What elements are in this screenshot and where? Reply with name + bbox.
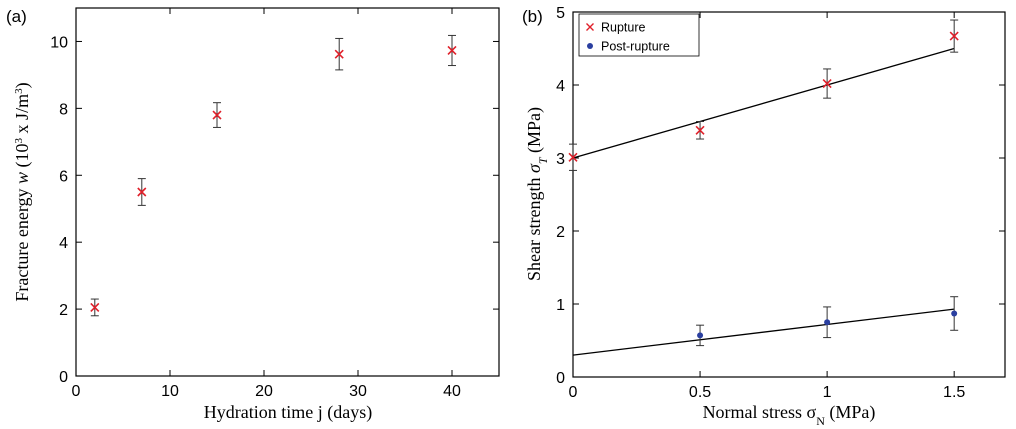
y-tick-label: 2 xyxy=(556,224,565,241)
x-tick-label: 40 xyxy=(443,383,461,400)
panel-label-b: (b) xyxy=(522,7,543,26)
data-point xyxy=(90,298,100,317)
x-marker xyxy=(90,302,100,312)
dot-marker xyxy=(824,319,831,326)
x-marker xyxy=(568,152,578,162)
data-point xyxy=(137,178,147,206)
x-axis-title-a: Hydration time j (days) xyxy=(204,402,372,423)
y-tick-label: 8 xyxy=(59,101,68,118)
x-tick-label: 0 xyxy=(569,384,578,401)
y-tick-label: 1 xyxy=(556,297,565,314)
legend-label: Rupture xyxy=(601,21,646,35)
legend-box xyxy=(578,13,700,57)
x-marker xyxy=(212,110,222,120)
y-tick-label: 4 xyxy=(59,235,68,252)
y-tick-label: 2 xyxy=(59,302,68,319)
x-axis-a: 0 10 20 30 40 xyxy=(72,8,461,400)
data-point xyxy=(568,143,578,171)
data-point xyxy=(696,324,705,347)
data-marks-a xyxy=(90,34,457,317)
plot-frame-a xyxy=(75,7,500,377)
panel-b: (b) 0 0.5 1 1.5 0 1 2 3 4 5 Normal stress σN (MP… xyxy=(522,5,1006,428)
x-tick-label: 0 xyxy=(72,383,81,400)
y-axis-b: 0 1 2 3 4 5 xyxy=(556,5,1005,387)
data-point xyxy=(695,121,705,140)
x-axis-title-b: Normal stress σN (MPa) xyxy=(703,402,876,428)
data-point xyxy=(950,296,959,331)
fit-lines-b xyxy=(572,47,955,356)
y-axis-title-a: Fracture energy w (103 x J/m3) xyxy=(12,82,33,301)
x-tick-label: 1 xyxy=(823,384,832,401)
legend-item: Rupture xyxy=(586,21,646,35)
legend-dot-marker xyxy=(587,43,593,49)
x-marker xyxy=(334,49,344,59)
panel-label-a: (a) xyxy=(6,7,27,26)
x-tick-label: 30 xyxy=(349,383,367,400)
data-point xyxy=(447,34,457,67)
x-axis-b: 0 0.5 1 1.5 xyxy=(569,12,965,401)
x-marker xyxy=(822,78,832,89)
legend-label: Post-rupture xyxy=(601,40,670,54)
x-marker xyxy=(447,45,457,56)
y-tick-label: 4 xyxy=(556,78,565,95)
y-tick-label: 3 xyxy=(556,151,565,168)
data-marks-b xyxy=(568,19,959,347)
y-tick-label: 10 xyxy=(50,34,68,51)
x-tick-label: 1.5 xyxy=(943,384,965,401)
data-point xyxy=(212,102,222,128)
x-marker xyxy=(949,31,959,41)
y-tick-label: 0 xyxy=(59,369,68,386)
x-tick-label: 0.5 xyxy=(689,384,711,401)
x-tick-label: 20 xyxy=(255,383,273,400)
y-axis-a: 0 2 4 6 8 10 xyxy=(50,34,499,386)
y-tick-label: 5 xyxy=(556,5,565,22)
data-point xyxy=(949,19,959,53)
data-point xyxy=(334,37,344,71)
legend: Rupture Post-rupture xyxy=(578,13,700,57)
data-point xyxy=(823,306,832,339)
legend-items: Rupture Post-rupture xyxy=(586,21,670,54)
x-tick-label: 10 xyxy=(161,383,179,400)
y-tick-label: 0 xyxy=(556,370,565,387)
dot-marker xyxy=(951,310,958,317)
legend-x-marker xyxy=(586,23,594,31)
legend-item: Post-rupture xyxy=(587,40,670,54)
y-tick-label: 6 xyxy=(59,168,68,185)
x-marker xyxy=(137,187,147,197)
dot-marker xyxy=(697,332,704,339)
fit-line xyxy=(572,308,955,356)
data-point xyxy=(822,68,832,99)
x-marker xyxy=(695,125,705,135)
fit-line xyxy=(572,47,955,159)
panel-a: (a) 0 10 20 30 40 0 2 4 6 8 10 Hydration time j (… xyxy=(6,7,500,423)
plot-frame-b xyxy=(572,11,1006,378)
y-axis-title-b: Shear strength σT (MPa) xyxy=(524,107,550,281)
